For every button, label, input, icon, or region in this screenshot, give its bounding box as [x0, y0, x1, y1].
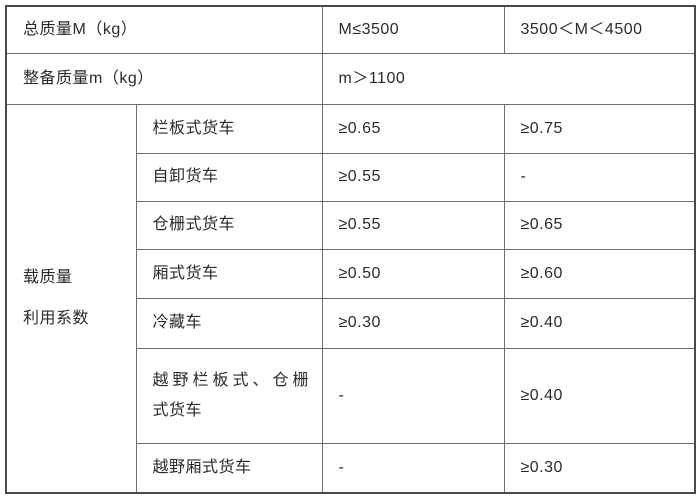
table-row: 仓栅式货车 ≥0.55 ≥0.65 [6, 200, 696, 250]
value-cell: ≥0.75 [503, 103, 696, 154]
gross-mass-range1-cell: M≤3500 [321, 5, 505, 54]
value-cell: ≥0.40 [503, 297, 696, 349]
group-label-line2: 利用系数 [23, 309, 90, 327]
value-cell: ≥0.60 [503, 248, 696, 299]
value-cell: - [321, 442, 505, 494]
table-row-curb-mass: 整备质量m（kg） m＞1100 [5, 52, 696, 105]
table-row: 越野厢式货车 - ≥0.30 [6, 442, 696, 494]
vehicle-mass-spec-table: 总质量M（kg） M≤3500 3500＜M＜4500 整备质量m（kg） m＞… [5, 5, 696, 494]
table-row: 载质量 利用系数 栏板式货车 ≥0.65 ≥0.75 [5, 103, 696, 494]
value-cell: ≥0.65 [503, 200, 696, 250]
vehicle-type-line1: 越野栏板式、仓栅 [152, 371, 313, 389]
vehicle-type-cell: 厢式货车 [135, 248, 323, 299]
vehicle-type-cell: 仓栅式货车 [135, 200, 323, 250]
value-cell: - [503, 152, 696, 202]
curb-mass-value-cell: m＞1100 [321, 52, 696, 105]
value-cell: ≥0.55 [321, 152, 505, 202]
vehicle-type-cell: 越野厢式货车 [135, 442, 323, 494]
vehicle-type-cell: 冷藏车 [135, 297, 323, 349]
table-row-gross-mass: 总质量M（kg） M≤3500 3500＜M＜4500 [5, 5, 696, 54]
value-cell: ≥0.55 [321, 200, 505, 250]
table-row: 越野栏板式、仓栅 式货车 - ≥0.40 [6, 347, 696, 444]
group-label-line1: 载质量 [23, 268, 73, 286]
vehicle-type-cell: 越野栏板式、仓栅 式货车 [135, 347, 323, 444]
gross-mass-label-cell: 总质量M（kg） [5, 5, 323, 54]
value-cell: ≥0.65 [321, 103, 505, 154]
vehicle-type-line2: 式货车 [152, 401, 203, 419]
value-cell: ≥0.50 [321, 248, 505, 299]
vehicle-type-cell: 栏板式货车 [135, 103, 323, 154]
curb-mass-label-cell: 整备质量m（kg） [5, 52, 323, 105]
gross-mass-range2-cell: 3500＜M＜4500 [503, 5, 696, 54]
table-row: 自卸货车 ≥0.55 - [6, 152, 696, 202]
value-cell: ≥0.40 [503, 347, 696, 444]
value-cell: ≥0.30 [503, 442, 696, 494]
vehicle-type-cell: 自卸货车 [135, 152, 323, 202]
value-cell: ≥0.30 [321, 297, 505, 349]
value-cell: - [321, 347, 505, 444]
load-coefficient-group-cell: 载质量 利用系数 [5, 103, 137, 494]
